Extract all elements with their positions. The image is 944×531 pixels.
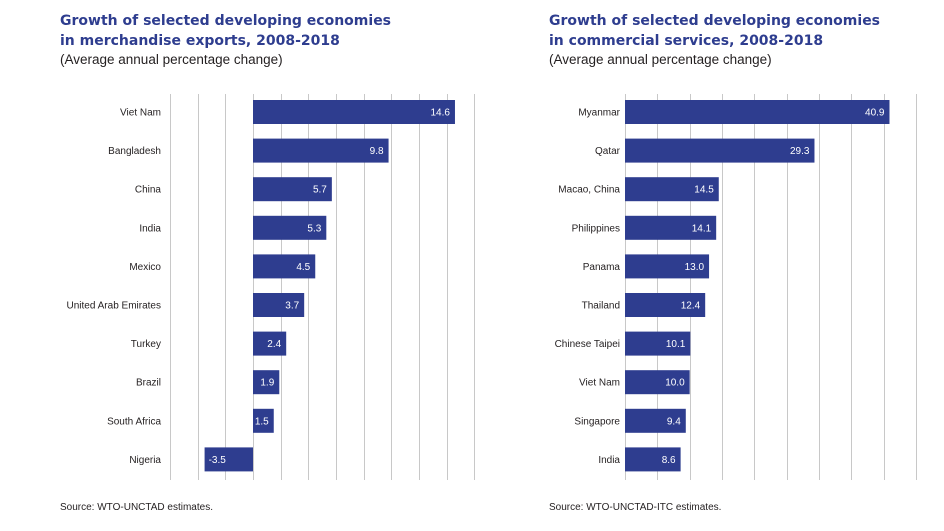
merchandise-exports-bar-chart: Viet Nam Bangladesh China India Mexico United… <box>67 94 475 480</box>
category-label-myanmar: Myanmar <box>578 108 620 119</box>
category-label-united-arab-emirates: United Arab Emirates <box>67 301 162 312</box>
bars <box>204 100 455 472</box>
category-label-chinese-taipei: Chinese Taipei <box>555 339 620 350</box>
value-labels: 14.6 9.8 5.7 5.3 4.5 3.7 2.4 1.9 1.5 -3.5 <box>209 108 451 466</box>
value-label-brazil: 1.9 <box>260 378 274 389</box>
bar-macao-china <box>625 177 719 202</box>
category-label-south-africa: South Africa <box>107 416 161 427</box>
value-label-singapore: 9.4 <box>667 416 681 427</box>
bar-brazil <box>253 370 280 395</box>
bar-india <box>253 215 327 240</box>
chart-title-line-1: Growth of selected developing economies <box>549 13 881 29</box>
value-label-thailand: 12.4 <box>681 301 701 312</box>
bar-bangladesh <box>253 138 389 163</box>
category-label-qatar: Qatar <box>595 146 621 157</box>
category-label-india: India <box>598 455 620 466</box>
chart-title-line-2: in merchandise exports, 2008-2018 <box>60 33 340 49</box>
value-label-india: 5.3 <box>307 223 321 234</box>
category-label-china: China <box>135 185 162 196</box>
category-label-panama: Panama <box>583 262 621 273</box>
value-label-mexico: 4.5 <box>296 262 310 273</box>
bar-chinese-taipei <box>625 331 691 356</box>
category-labels: Viet Nam Bangladesh China India Mexico United… <box>67 108 162 466</box>
category-label-turkey: Turkey <box>131 339 161 350</box>
value-label-viet-nam: 10.0 <box>665 378 685 389</box>
value-label-philippines: 14.1 <box>692 223 712 234</box>
category-label-mexico: Mexico <box>129 262 161 273</box>
value-label-myanmar: 40.9 <box>865 108 885 119</box>
category-label-macao-china: Macao, China <box>558 185 620 196</box>
bar-qatar <box>625 138 815 163</box>
category-label-thailand: Thailand <box>582 301 620 312</box>
merchandise-exports-panel: Growth of selected developing economies … <box>60 11 475 513</box>
category-label-india: India <box>139 223 161 234</box>
commercial-services-panel: Growth of selected developing economies … <box>490 0 944 531</box>
bar-united-arab-emirates <box>253 293 305 317</box>
category-label-nigeria: Nigeria <box>129 455 161 466</box>
chart-title-line-2: in commercial services, 2008-2018 <box>549 33 824 49</box>
chart-source-note: Source: WTO-UNCTAD estimates. <box>60 502 213 513</box>
value-label-macao-china: 14.5 <box>694 185 714 196</box>
value-label-qatar: 29.3 <box>790 146 810 157</box>
bar-viet-nam <box>625 370 690 395</box>
value-label-south-africa: 1.5 <box>255 416 269 427</box>
value-label-india: 8.6 <box>662 455 676 466</box>
bar-china <box>253 177 332 202</box>
bar-singapore <box>625 408 686 433</box>
value-labels: 40.9 29.3 14.5 14.1 13.0 12.4 10.1 10.0 9.4 8.6 <box>662 108 885 466</box>
value-label-united-arab-emirates: 3.7 <box>285 301 299 312</box>
bar-viet-nam <box>253 100 455 124</box>
bar-thailand <box>625 293 706 317</box>
bar-india <box>625 447 681 472</box>
value-label-panama: 13.0 <box>685 262 705 273</box>
chart-title: Growth of selected developing economies … <box>549 11 880 51</box>
bar-turkey <box>253 331 287 356</box>
bar-panama <box>625 254 710 279</box>
bar-south-africa <box>253 408 274 433</box>
value-label-viet-nam: 14.6 <box>430 108 450 119</box>
value-label-chinese-taipei: 10.1 <box>666 339 686 350</box>
category-label-viet-nam: Viet Nam <box>120 108 161 119</box>
chart-subtitle: (Average annual percentage change) <box>549 52 772 67</box>
bar-philippines <box>625 215 717 240</box>
category-labels: Myanmar Qatar Macao, China Philippines Panam… <box>555 108 621 466</box>
value-label-bangladesh: 9.8 <box>370 146 384 157</box>
category-label-viet-nam: Viet Nam <box>579 378 620 389</box>
category-label-bangladesh: Bangladesh <box>108 146 161 157</box>
bar-nigeria <box>204 447 253 472</box>
chart-subtitle: (Average annual percentage change) <box>60 52 283 67</box>
value-label-nigeria: -3.5 <box>209 455 227 466</box>
category-label-philippines: Philippines <box>572 223 620 234</box>
commercial-services-bar-chart: Myanmar Qatar Macao, China Philippines Panam… <box>555 94 917 480</box>
category-label-brazil: Brazil <box>136 378 161 389</box>
bars <box>625 100 890 472</box>
chart-title: Growth of selected developing economies … <box>60 11 391 51</box>
bar-myanmar <box>625 100 890 124</box>
chart-source-note: Source: WTO-UNCTAD-ITC estimates. <box>549 502 722 513</box>
chart-title-line-1: Growth of selected developing economies <box>60 13 392 29</box>
value-label-turkey: 2.4 <box>267 339 281 350</box>
bar-mexico <box>253 254 316 279</box>
value-label-china: 5.7 <box>313 185 327 196</box>
category-label-singapore: Singapore <box>574 416 620 427</box>
